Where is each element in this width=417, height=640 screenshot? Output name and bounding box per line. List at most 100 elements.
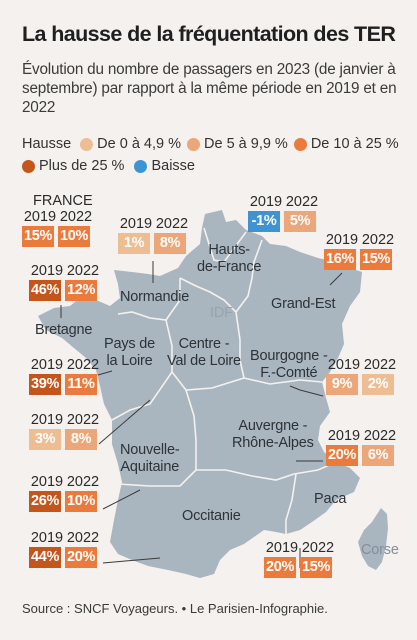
year-labels: 2019 2022 [326,357,398,373]
hauts-de-france-2019-badge: -1% [248,211,280,232]
year-labels: 2019 2022 [29,412,101,428]
region-borders [111,227,337,534]
region-name-corse: Corse [361,542,399,558]
legend-label: De 10 à 25 % [310,136,399,152]
year-2019: 2019 [325,232,359,248]
hauts-de-france-2022-badge: 5% [284,211,316,232]
year-2019: 2019 [30,530,64,546]
pays-de-la-loire-2022-badge: 11% [65,374,97,395]
bourgogne-franche-comte-2019-badge: 9% [326,374,358,395]
legend-swatch [134,159,148,173]
year-2019: 2019 [327,428,361,444]
region-name-line: de-France [197,259,262,275]
bretagne-2022-badge: 12% [65,280,97,301]
legend-label: Baisse [151,158,195,174]
bourgogne-franche-comte-2022-badge: 2% [362,374,394,395]
year-labels: 2019 2022 [29,530,101,546]
year-2019: 2019 [23,209,57,225]
region-name-auvergne-rhone-alpes: Auvergne - Rhône-Alpes [232,418,314,452]
year-2019: 2019 [30,357,64,373]
france-block: FRANCE 2019 2022 15% 10% [22,193,94,247]
hauts-de-france-block: 2019 2022 -1% 5% [248,194,320,232]
legend-title: Hausse [22,136,72,152]
year-labels: 2019 2022 [29,263,101,279]
paca-block: 2019 2022 20% 15% [264,540,336,578]
france-label: FRANCE [33,193,93,209]
centre-val-de-loire-2022-badge: 8% [65,429,97,450]
paca-2019-badge: 20% [264,557,296,578]
region-name-line: Centre - [178,336,230,352]
bretagne-2019-badge: 46% [29,280,61,301]
region-name-line: Aquitaine [120,459,180,475]
grand-est-2019-badge: 16% [324,249,356,270]
year-2022: 2022 [66,357,100,373]
occitanie-block: 2019 2022 44% 20% [29,530,101,568]
year-2022: 2022 [59,209,93,225]
year-2019: 2019 [30,474,64,490]
year-2019: 2019 [30,412,64,428]
auvergne-rhone-alpes-2022-badge: 6% [362,445,394,466]
year-2022: 2022 [361,232,395,248]
region-name-nouvelle-aquitaine: Nouvelle- Aquitaine [120,442,180,476]
region-name-bourgogne-franche-comte: Bourgogne - F.-Comté [250,348,328,382]
region-name-paca: Paca [314,491,347,507]
region-name-line: Hauts- [208,242,250,258]
subtitle: Évolution du nombre de passagers en 2023… [22,61,397,116]
region-name-bretagne: Bretagne [35,322,93,338]
page-title: La hausse de la fréquentation des TER [22,22,396,46]
bourgogne-franche-comte-block: 2019 2022 9% 2% [326,357,398,395]
region-name-line: la Loire [106,353,153,369]
centre-val-de-loire-2019-badge: 3% [29,429,61,450]
occitanie-2019-badge: 44% [29,547,61,568]
legend-label: De 5 à 9,9 % [204,136,288,152]
year-labels: 2019 2022 [22,209,94,225]
legend: Hausse De 0 à 4,9 % De 5 à 9,9 % De 10 à… [22,133,405,177]
region-name-line: Bourgogne - [250,348,328,364]
year-2019: 2019 [249,194,283,210]
legend-item-25plus: Plus de 25 % [22,158,124,174]
legend-swatch [22,159,35,173]
year-2022: 2022 [363,357,397,373]
legend-item-10-25: De 10 à 25 % [293,136,399,152]
year-labels: 2019 2022 [324,232,396,248]
pays-de-la-loire-2019-badge: 39% [29,374,61,395]
year-2022: 2022 [66,412,100,428]
normandie-block: 2019 2022 1% 8% [118,216,190,254]
paca-2022-badge: 15% [300,557,332,578]
pays-de-la-loire-block: 2019 2022 39% 11% [29,357,101,395]
legend-label: De 0 à 4,9 % [97,136,181,152]
region-name-occitanie: Occitanie [182,508,241,524]
occitanie-2022-badge: 20% [65,547,97,568]
grand-est-block: 2019 2022 16% 15% [324,232,396,270]
normandie-2022-badge: 8% [154,233,186,254]
year-2022: 2022 [66,474,100,490]
year-labels: 2019 2022 [29,357,101,373]
legend-item-baisse: Baisse [134,158,195,174]
year-2022: 2022 [66,530,100,546]
auvergne-rhone-alpes-2019-badge: 20% [326,445,358,466]
year-labels: 2019 2022 [248,194,320,210]
year-2019: 2019 [30,263,64,279]
year-labels: 2019 2022 [118,216,190,232]
france-2022-badge: 10% [58,226,90,247]
legend-swatch [293,137,307,151]
region-name-line: Pays de [104,336,155,352]
year-2022: 2022 [285,194,319,210]
year-labels: 2019 2022 [326,428,398,444]
year-2019: 2019 [265,540,299,556]
normandie-2019-badge: 1% [118,233,150,254]
year-2022: 2022 [363,428,397,444]
legend-item-5-10: De 5 à 9,9 % [187,136,288,152]
year-labels: 2019 2022 [264,540,336,556]
year-2022: 2022 [66,263,100,279]
region-name-hauts-de-france: Hauts- de-France [197,242,261,276]
legend-swatch [187,137,200,151]
nouvelle-aquitaine-2019-badge: 26% [29,491,61,512]
region-name-pays-de-la-loire: Pays de la Loire [104,336,155,370]
year-2019: 2019 [327,357,361,373]
auvergne-rhone-alpes-block: 2019 2022 20% 6% [326,428,398,466]
region-name-line: Auvergne - [238,418,308,434]
legend-label: Plus de 25 % [39,158,125,174]
region-name-normandie: Normandie [120,289,190,305]
